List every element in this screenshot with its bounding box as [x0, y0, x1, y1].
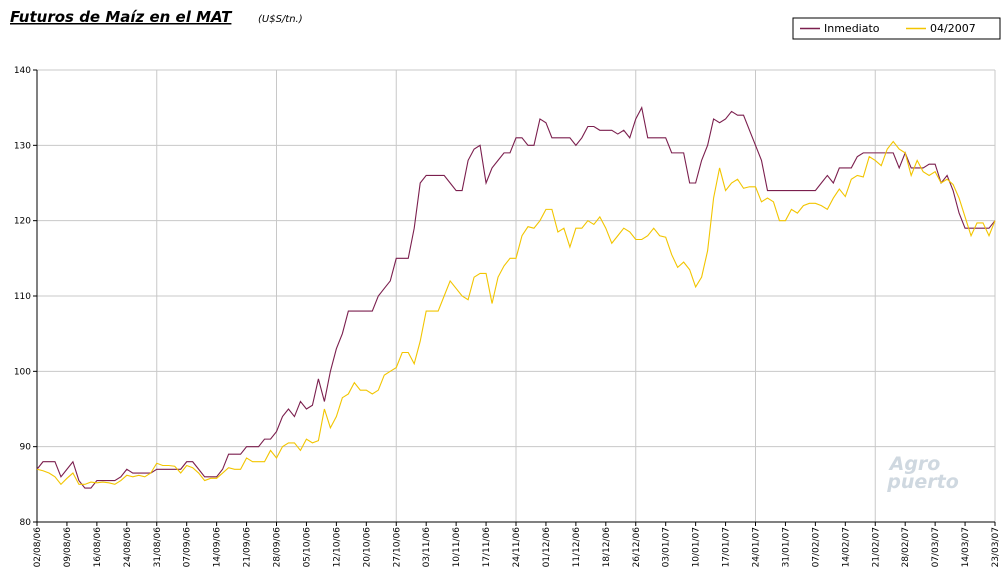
x-tick-label: 24/08/06	[123, 527, 133, 568]
x-tick-label: 14/09/06	[213, 527, 223, 568]
x-tick-label: 07/09/06	[183, 527, 193, 568]
x-tick-label: 12/10/06	[332, 527, 342, 568]
x-tick-label: 21/02/07	[871, 527, 881, 567]
x-tick-label: 28/09/06	[273, 527, 283, 568]
x-tick-label: 03/11/06	[422, 527, 432, 568]
series-line	[36, 106, 996, 489]
legend-label: Inmediato	[824, 22, 880, 35]
series-line	[36, 140, 996, 486]
x-tick-label: 16/08/06	[93, 527, 103, 568]
x-tick-label: 27/10/06	[392, 527, 402, 568]
x-tick-label: 21/09/06	[243, 527, 253, 568]
legend-label: 04/2007	[930, 22, 976, 35]
x-tick-label: 18/12/06	[602, 527, 612, 568]
chart-title: Futuros de Maíz en el MAT	[10, 8, 233, 26]
x-tick-label: 05/10/06	[302, 527, 312, 568]
y-tick-label: 90	[20, 443, 32, 453]
y-tick-label: 120	[14, 217, 31, 227]
chart-subtitle: (U$S/tn.)	[258, 14, 303, 25]
x-tick-label: 14/02/07	[841, 527, 851, 567]
x-tick-label: 10/11/06	[452, 527, 462, 568]
x-tick-label: 02/08/06	[33, 527, 43, 568]
x-tick-label: 31/01/07	[781, 527, 791, 567]
x-tick-label: 24/01/07	[752, 527, 762, 567]
x-tick-label: 03/01/07	[662, 527, 672, 567]
watermark-text: Agro	[888, 453, 941, 475]
y-tick-label: 110	[14, 292, 31, 302]
y-tick-label: 100	[14, 367, 31, 377]
x-tick-label: 26/12/06	[632, 527, 642, 568]
x-tick-label: 20/10/06	[362, 527, 372, 568]
y-tick-label: 80	[20, 518, 32, 528]
y-tick-label: 140	[14, 66, 31, 76]
x-tick-label: 14/03/07	[961, 527, 971, 567]
x-tick-label: 09/08/06	[63, 527, 73, 568]
x-tick-label: 23/03/07	[991, 527, 1001, 567]
x-tick-label: 01/12/06	[542, 527, 552, 568]
y-tick-label: 130	[14, 141, 31, 151]
x-tick-label: 07/03/07	[931, 527, 941, 567]
legend: Inmediato 04/2007	[792, 17, 1001, 40]
x-tick-label: 17/11/06	[482, 527, 492, 568]
legend-box	[792, 17, 1001, 40]
watermark-text: puerto	[886, 471, 959, 493]
x-tick-label: 10/01/07	[692, 527, 702, 567]
x-tick-label: 07/02/07	[811, 527, 821, 567]
x-tick-label: 28/02/07	[901, 527, 911, 567]
x-tick-label: 31/08/06	[153, 527, 163, 568]
x-tick-label: 24/11/06	[512, 527, 522, 568]
x-tick-label: 11/12/06	[572, 527, 582, 568]
x-tick-label: 17/01/07	[722, 527, 732, 567]
